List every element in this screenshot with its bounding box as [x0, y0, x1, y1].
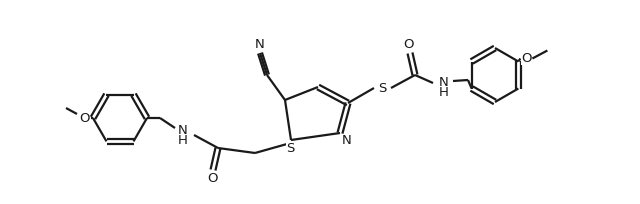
Text: N: N	[255, 39, 265, 51]
Text: N: N	[439, 76, 449, 90]
Text: H: H	[178, 133, 188, 146]
Text: N: N	[178, 123, 188, 136]
Text: S: S	[286, 143, 294, 155]
Text: O: O	[404, 38, 414, 51]
Text: O: O	[207, 173, 217, 185]
Text: H: H	[439, 86, 449, 100]
Text: N: N	[342, 133, 352, 146]
Text: O: O	[79, 112, 89, 124]
Text: S: S	[378, 82, 386, 94]
Text: O: O	[521, 52, 532, 65]
